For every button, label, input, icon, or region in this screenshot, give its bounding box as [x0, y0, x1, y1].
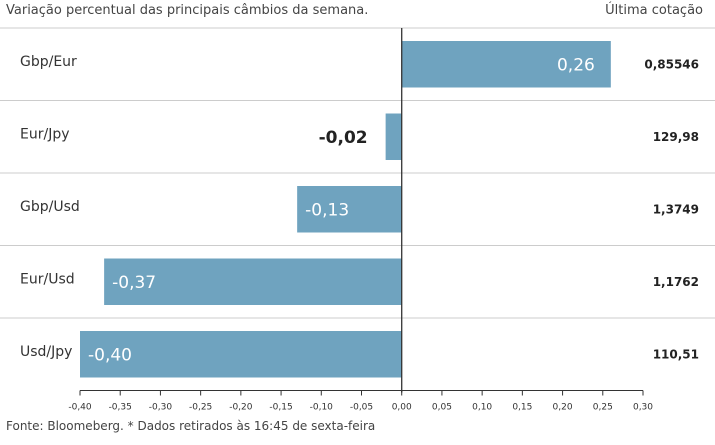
- category-label: Eur/Usd: [20, 272, 75, 288]
- category-label: Gbp/Usd: [20, 199, 80, 215]
- x-tick-label: 0,20: [553, 403, 573, 413]
- category-label: Gbp/Eur: [20, 54, 77, 70]
- bar-chart: Gbp/Eur 0,26 0,85546 Eur/Jpy -0,02 129,98 Gbp/…: [0, 27, 715, 413]
- x-tick-label: 0,15: [512, 403, 532, 413]
- bar: [401, 41, 611, 88]
- x-tick-label: -0,25: [189, 403, 212, 413]
- x-tick-label: 0,00: [392, 403, 412, 413]
- last-quote-value: 1,3749: [653, 202, 699, 216]
- x-tick-label: -0,15: [269, 403, 292, 413]
- bar: [385, 113, 402, 160]
- chart-subtitle: Variação percentual das principais câmbi…: [6, 3, 369, 18]
- data-label: -0,02: [319, 128, 368, 148]
- data-label: -0,37: [112, 273, 156, 293]
- last-quote-value: 110,51: [653, 347, 699, 361]
- last-quote-header: Última cotação: [605, 3, 703, 18]
- x-tick-label: 0,10: [472, 403, 492, 413]
- last-quote-value: 129,98: [653, 130, 699, 144]
- last-quote-value: 0,85546: [644, 57, 699, 71]
- bar: [297, 186, 402, 233]
- data-label: -0,13: [305, 200, 349, 220]
- chart-source: Fonte: Bloomeberg. * Dados retirados às …: [6, 419, 376, 433]
- bar: [80, 331, 402, 378]
- x-tick-label: 0,05: [432, 403, 452, 413]
- x-tick-label: -0,10: [310, 403, 334, 413]
- category-label: Usd/Jpy: [20, 344, 72, 360]
- category-label: Eur/Jpy: [20, 127, 70, 143]
- data-label: -0,40: [88, 345, 132, 365]
- x-tick-label: -0,05: [350, 403, 373, 413]
- data-label: 0,26: [557, 55, 595, 75]
- x-tick-label: -0,40: [68, 403, 92, 413]
- x-tick-label: -0,30: [149, 403, 173, 413]
- x-tick-label: -0,20: [229, 403, 253, 413]
- bar: [104, 258, 402, 305]
- x-tick-label: 0,30: [633, 403, 653, 413]
- x-tick-label: -0,35: [109, 403, 132, 413]
- x-tick-label: 0,25: [593, 403, 613, 413]
- last-quote-value: 1,1762: [653, 275, 699, 289]
